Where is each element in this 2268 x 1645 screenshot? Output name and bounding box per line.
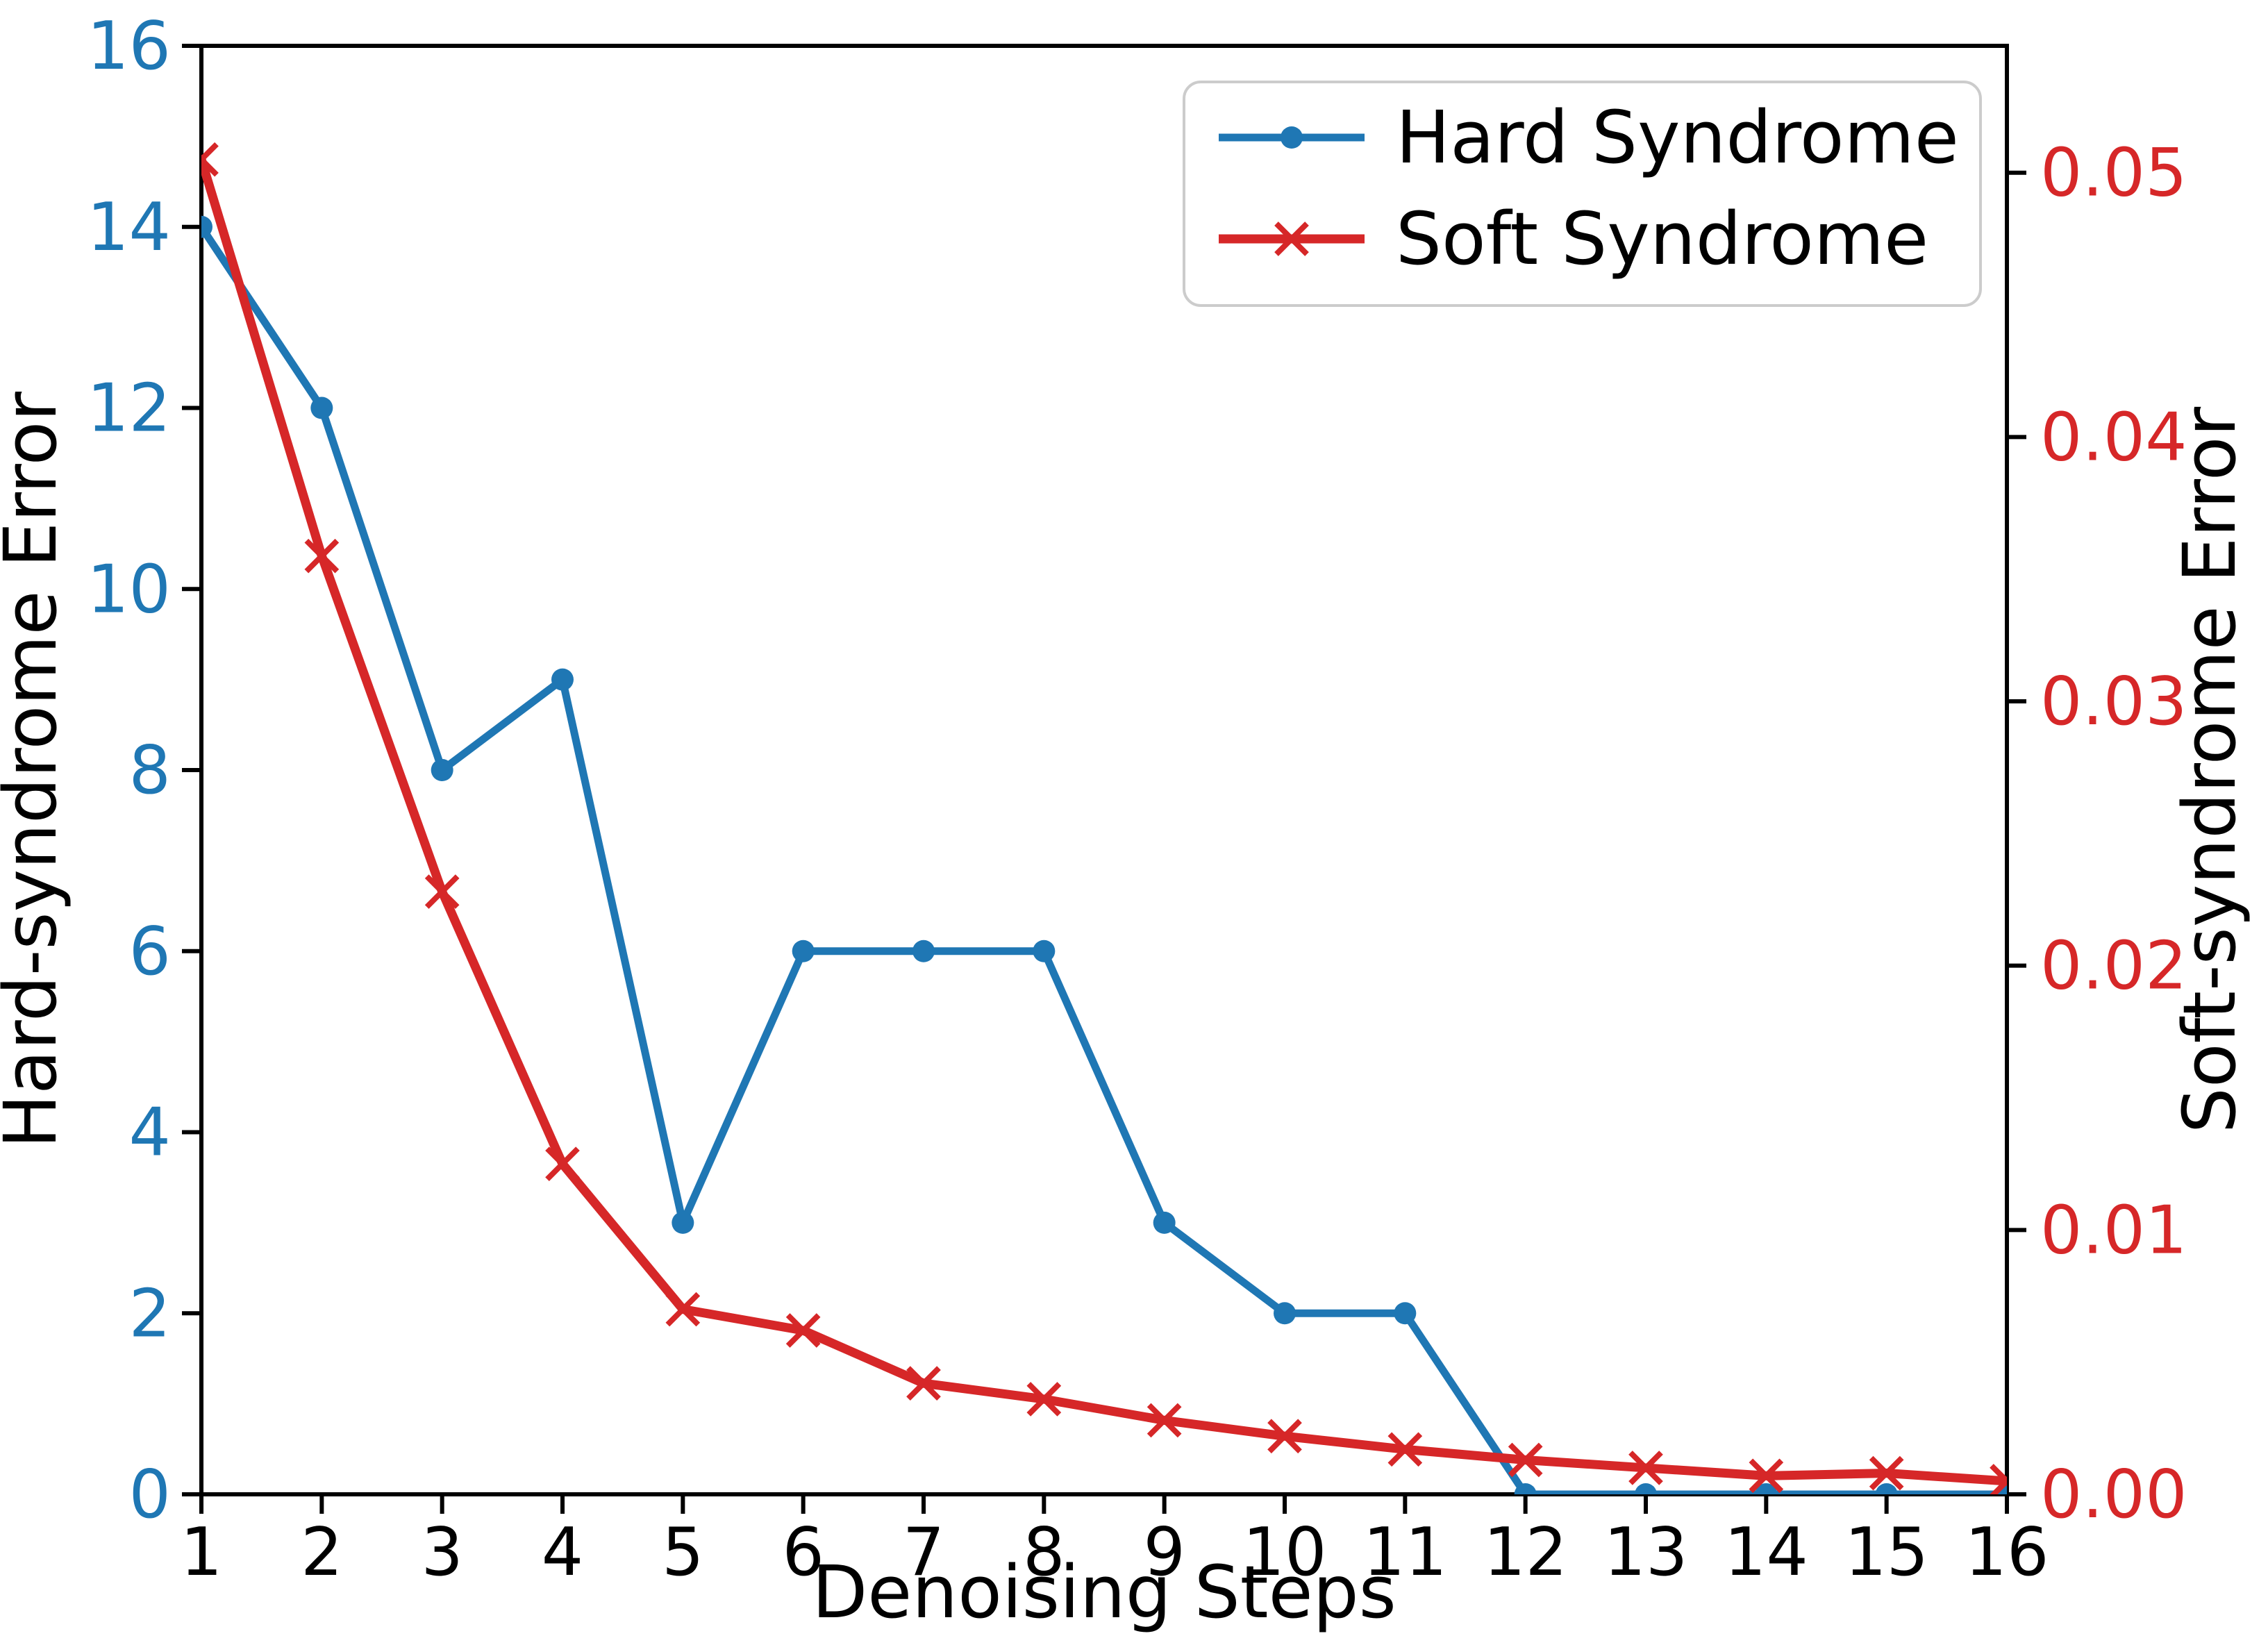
x-tick-label: 11 (1363, 1514, 1447, 1591)
x-tick-label: 10 (1243, 1514, 1327, 1591)
left-tick-label: 14 (87, 190, 171, 266)
right-tick-label: 0.03 (2040, 664, 2187, 740)
legend-label: Soft Syndrome (1396, 197, 1928, 281)
x-tick-label: 16 (1965, 1514, 2049, 1591)
data-point-x (201, 142, 219, 177)
data-point-circle (201, 215, 212, 238)
data-point-circle (792, 940, 815, 962)
legend-circle-icon (1281, 126, 1303, 149)
x-axis-title: Denoising Steps (812, 1550, 1396, 1635)
right-tick-label: 0.05 (2040, 135, 2187, 212)
legend: Hard Syndrome Soft Syndrome (1183, 81, 1982, 307)
left-tick-label: 8 (129, 733, 171, 809)
data-point-x (1026, 1382, 1062, 1417)
data-point-x (1749, 1458, 1784, 1494)
left-tick-label: 10 (87, 551, 171, 628)
legend-x-icon (1274, 222, 1309, 256)
legend-box (1183, 81, 1982, 307)
right-tick-label: 0.04 (2040, 399, 2187, 476)
right-axis-title: Soft-syndrome Error (2167, 407, 2252, 1134)
series-line (201, 155, 2007, 1486)
data-point-x (906, 1366, 941, 1401)
data-point-x (665, 1292, 701, 1327)
left-tick-label: 4 (129, 1095, 171, 1171)
x-tick-label: 12 (1483, 1514, 1567, 1591)
series-line (201, 223, 2007, 1494)
left-tick-label: 16 (87, 8, 171, 85)
x-tick-label: 3 (421, 1514, 462, 1591)
data-point-x (424, 874, 460, 909)
data-point-circle (310, 396, 333, 419)
x-tick-label: 6 (782, 1514, 824, 1591)
data-point-circle (551, 668, 574, 691)
data-point-x (1990, 1464, 2007, 1494)
data-point-x (1387, 1432, 1423, 1467)
x-tick-label: 15 (1844, 1514, 1928, 1591)
data-point-x (304, 538, 340, 574)
data-point-x (1869, 1455, 1904, 1491)
x-tick-label: 13 (1604, 1514, 1688, 1591)
x-tick-label: 7 (903, 1514, 944, 1591)
x-tick-label: 14 (1724, 1514, 1808, 1591)
data-point-x (1146, 1403, 1182, 1438)
right-tick-label: 0.00 (2040, 1457, 2187, 1533)
x-tick-label: 2 (301, 1514, 342, 1591)
data-point-circle (672, 1211, 694, 1234)
data-point-circle (1394, 1302, 1417, 1325)
data-point-circle (1635, 1483, 1657, 1494)
left-tick-label: 0 (129, 1457, 171, 1533)
left-tick-label: 12 (87, 371, 171, 447)
data-point-circle (1033, 940, 1056, 962)
data-point-x (785, 1313, 821, 1348)
data-point-circle (1514, 1483, 1537, 1494)
x-tick-label: 5 (662, 1514, 703, 1591)
data-point-circle (431, 759, 453, 781)
data-point-x (1508, 1442, 1543, 1478)
right-tick-label: 0.02 (2040, 928, 2187, 1005)
series-soft-syndrome (201, 142, 2007, 1494)
left-tick-label: 2 (129, 1276, 171, 1352)
data-point-x (545, 1146, 580, 1182)
x-tick-label: 9 (1143, 1514, 1185, 1591)
data-point-circle (912, 940, 935, 962)
data-point-circle (1755, 1483, 1778, 1494)
right-tick-label: 0.01 (2040, 1192, 2187, 1269)
data-point-x (1267, 1419, 1302, 1454)
x-tick-label: 4 (542, 1514, 583, 1591)
series-hard-syndrome (201, 215, 2007, 1494)
x-tick-label: 8 (1023, 1514, 1065, 1591)
data-point-circle (1875, 1483, 1898, 1494)
x-tick-label: 1 (181, 1514, 222, 1591)
data-point-circle (1153, 1211, 1176, 1234)
left-tick-label: 6 (129, 914, 171, 990)
left-axis-title: Hard-syndrome Error (0, 392, 73, 1149)
data-point-circle (1274, 1302, 1296, 1325)
data-point-x (1628, 1451, 1663, 1485)
legend-label: Hard Syndrome (1396, 95, 1959, 180)
